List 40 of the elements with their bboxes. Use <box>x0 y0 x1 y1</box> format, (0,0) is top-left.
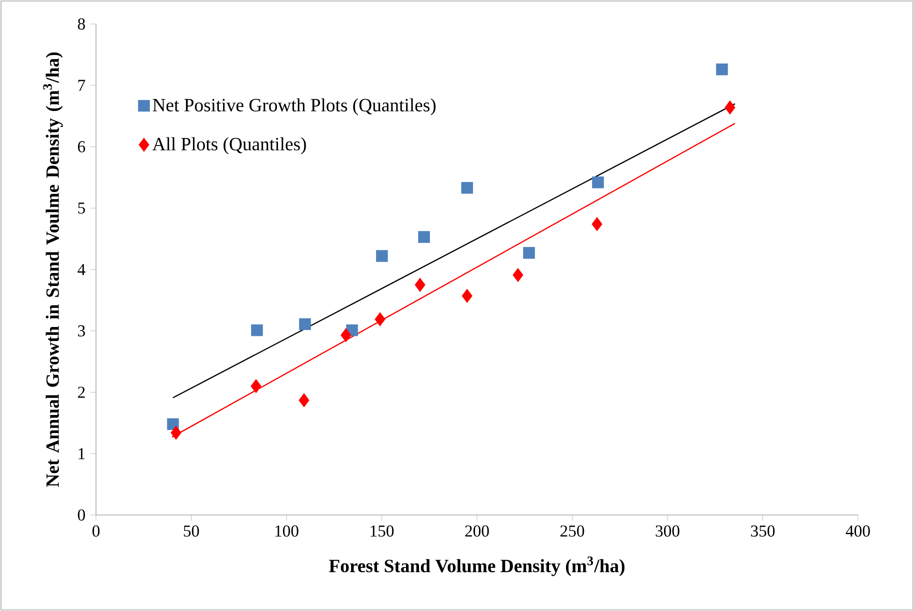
point <box>170 426 182 440</box>
y-tick-label: 0 <box>78 509 85 521</box>
point <box>376 250 388 262</box>
legend-label: Net Positive Growth Plots (Quantiles) <box>152 98 436 116</box>
point <box>251 324 263 336</box>
y-tick-label: 3 <box>78 325 85 336</box>
point <box>512 268 524 282</box>
x-tick-label: 0 <box>92 525 100 537</box>
x-tick-label: 50 <box>184 525 199 537</box>
y-tick-label: 7 <box>78 80 86 91</box>
point <box>418 231 430 243</box>
legend-label: All Plots (Quantiles) <box>152 137 306 154</box>
y-tick-label: 6 <box>78 141 86 152</box>
x-tick-label: 350 <box>751 525 775 537</box>
point <box>724 100 736 114</box>
y-tick-label: 4 <box>78 264 86 275</box>
x-tick-label: 300 <box>656 525 680 537</box>
point <box>374 312 386 326</box>
y-tick-label: 8 <box>78 18 85 30</box>
x-axis-title: Forest Stand Volume Density (m$^{3}$/ha) <box>329 556 624 576</box>
y-axis-title: Net Annual Growth in Stand Voulme Density (m$^{3}$/ha) <box>43 52 63 487</box>
point <box>716 64 728 76</box>
y-tick-label: 5 <box>78 202 85 214</box>
point <box>414 278 426 292</box>
point <box>298 393 310 408</box>
point <box>462 288 472 303</box>
point <box>461 182 473 194</box>
x-tick-label: 150 <box>370 525 394 537</box>
x-tick-label: 250 <box>560 525 584 537</box>
point <box>340 328 352 342</box>
point <box>250 379 262 394</box>
x-tick-label: 100 <box>275 525 298 537</box>
point <box>299 318 311 330</box>
y-tick-label: 2 <box>78 386 85 398</box>
point <box>592 217 602 232</box>
point <box>523 247 535 259</box>
x-tick-label: 200 <box>465 525 489 537</box>
y-tick-label: 1 <box>78 448 85 460</box>
x-tick-label: 400 <box>846 525 870 537</box>
point <box>592 176 604 188</box>
